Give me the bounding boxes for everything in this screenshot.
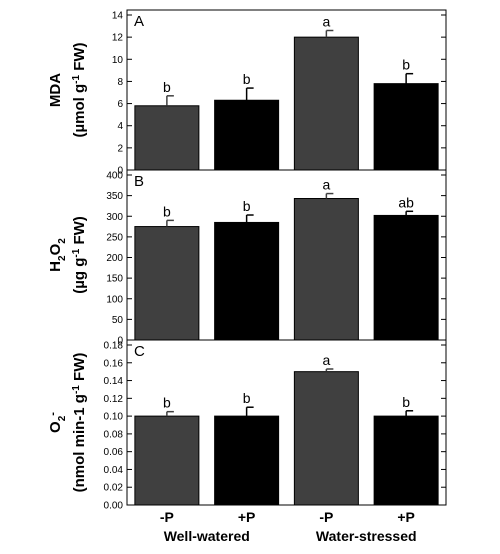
x-group-label: Well-watered xyxy=(164,528,250,544)
x-category-label: -P xyxy=(160,509,174,525)
y-tick-label: 0 xyxy=(117,336,123,347)
x-group-label: Water-stressed xyxy=(316,528,417,544)
significance-label: b xyxy=(243,390,251,406)
panel-label: A xyxy=(134,13,144,30)
bar xyxy=(293,36,359,171)
y-axis-title: O2- xyxy=(47,412,68,433)
y-axis-unit: (µmol g-1 FW) xyxy=(71,42,88,137)
y-tick-label: 150 xyxy=(106,274,123,285)
y-tick-label: 350 xyxy=(106,191,123,202)
y-axis-title: H2O2 xyxy=(47,238,68,272)
x-category-label: +P xyxy=(397,509,415,525)
significance-label: b xyxy=(402,57,410,73)
significance-label: a xyxy=(322,14,330,30)
significance-label: a xyxy=(322,177,330,193)
y-tick-label: 10 xyxy=(112,55,124,66)
y-tick-label: 250 xyxy=(106,232,123,243)
y-axis-title: MDA xyxy=(47,73,64,107)
significance-label: b xyxy=(402,394,410,410)
y-tick-label: 50 xyxy=(112,315,124,326)
y-tick-label: 8 xyxy=(117,77,123,88)
significance-label: b xyxy=(243,198,251,214)
y-tick-label: 0.16 xyxy=(104,358,124,369)
panel-label: C xyxy=(134,343,145,360)
bar xyxy=(214,415,280,506)
bar xyxy=(373,83,439,171)
bar xyxy=(373,415,439,506)
y-tick-label: 0.06 xyxy=(104,447,124,458)
y-axis-unit: (nmol min-1 g-1 FW) xyxy=(71,353,88,493)
bar xyxy=(214,99,280,171)
significance-label: b xyxy=(163,203,171,219)
panel-frame xyxy=(126,339,447,506)
y-tick-label: 0.04 xyxy=(104,465,124,476)
y-tick-label: 0.12 xyxy=(104,394,124,405)
significance-label: b xyxy=(163,79,171,95)
y-axis-unit: (µg g-1 FW) xyxy=(71,216,88,294)
y-tick-label: 0 xyxy=(117,166,123,177)
y-tick-label: 4 xyxy=(117,121,123,132)
bar xyxy=(293,371,359,506)
x-category-label: -P xyxy=(319,509,333,525)
y-tick-label: 100 xyxy=(106,294,123,305)
y-tick-label: 0.10 xyxy=(104,412,124,423)
significance-label: b xyxy=(163,395,171,411)
y-tick-label: 0.14 xyxy=(104,376,124,387)
bar xyxy=(134,226,200,341)
x-category-label: +P xyxy=(238,509,256,525)
y-tick-label: 200 xyxy=(106,253,123,264)
bar xyxy=(373,214,439,341)
y-tick-label: 0.00 xyxy=(104,501,124,512)
bar xyxy=(214,221,280,341)
y-tick-label: 14 xyxy=(112,11,124,22)
y-tick-label: 400 xyxy=(106,171,123,182)
significance-label: ab xyxy=(398,194,414,210)
bar xyxy=(134,415,200,506)
bar xyxy=(293,198,359,341)
y-tick-label: 6 xyxy=(117,99,123,110)
y-tick-label: 0.02 xyxy=(104,483,124,494)
y-tick-label: 0.18 xyxy=(104,341,124,352)
y-tick-label: 12 xyxy=(112,33,124,44)
y-tick-label: 0.08 xyxy=(104,429,124,440)
bar xyxy=(134,105,200,171)
significance-label: b xyxy=(243,71,251,87)
significance-label: a xyxy=(322,352,330,368)
panel-label: B xyxy=(134,173,144,190)
y-tick-label: 300 xyxy=(106,212,123,223)
y-tick-label: 2 xyxy=(117,143,123,154)
